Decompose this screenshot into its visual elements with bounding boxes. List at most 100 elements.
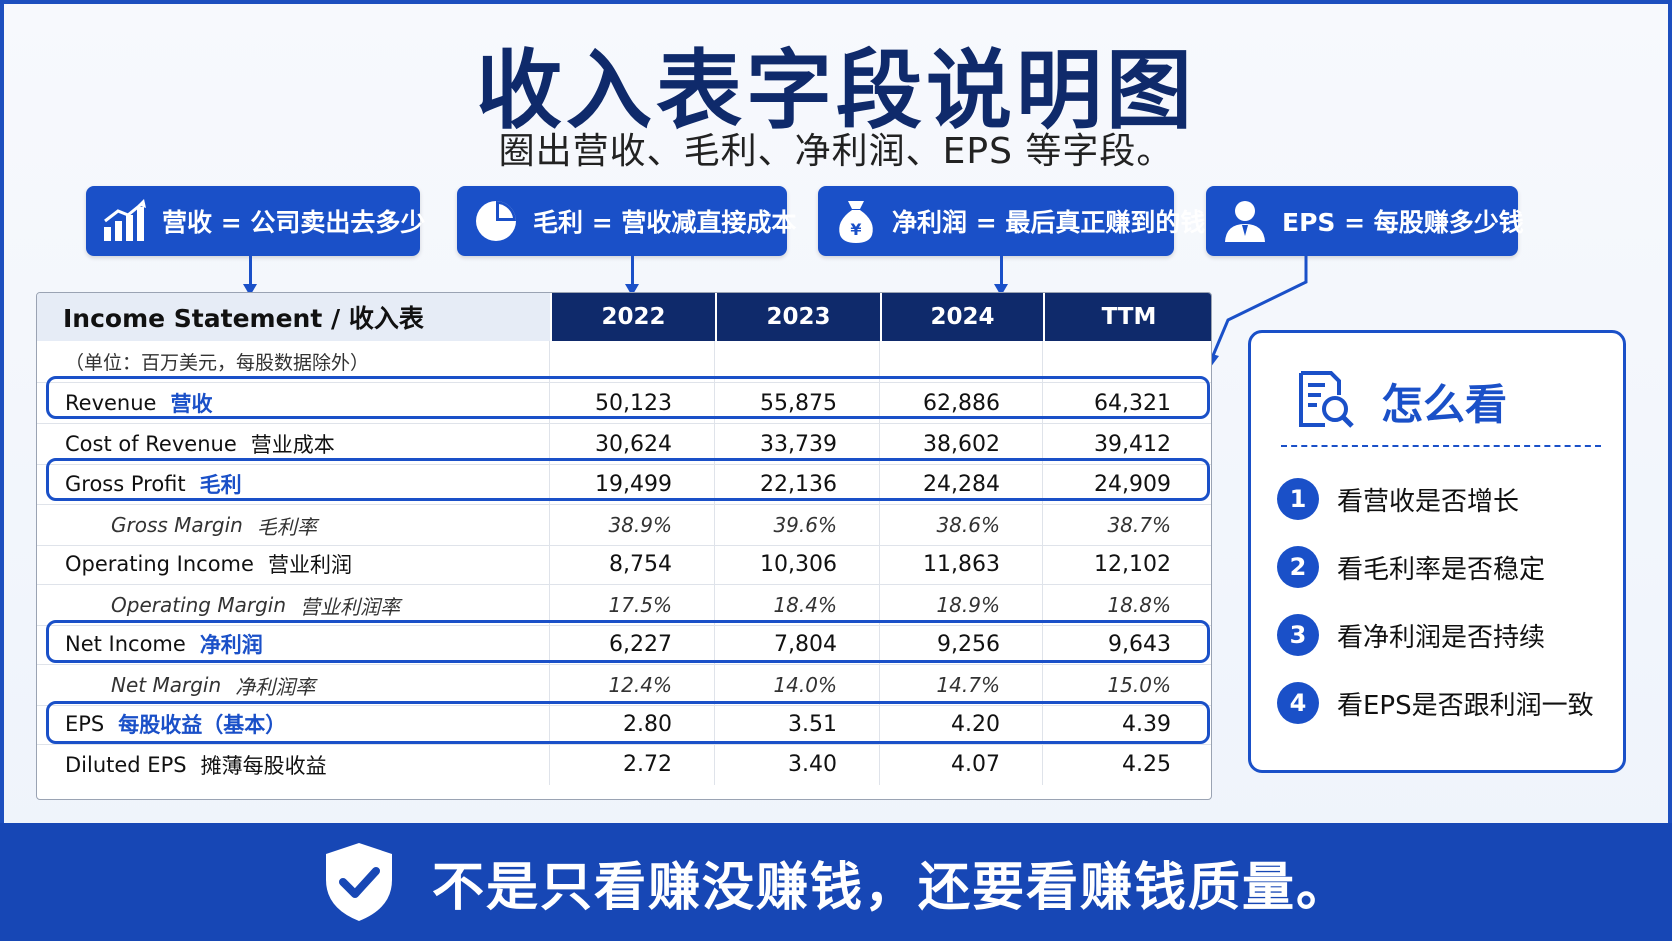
table-row: Operating Income 营业利润 8,754 10,306 11,863 12,… [37, 544, 1211, 585]
callout-net-income-text: 净利润 = 最后真正赚到的钱 [892, 208, 1206, 237]
row-label: Cost of Revenue 营业成本 [37, 424, 550, 464]
table-cell: 8,754 [550, 544, 715, 584]
table-header-title: Income Statement / 收入表 [37, 293, 550, 341]
table-cell: 14.7% [880, 665, 1043, 705]
income-statement-table: Income Statement / 收入表 2022 2023 2024 TT… [36, 292, 1212, 800]
table-cell: 64,321 [1094, 390, 1171, 416]
table-row: Gross Margin 毛利率 38.9% 39.6% 38.6% 38.7% [37, 505, 1211, 546]
unit-note-row: （单位：百万美元，每股数据除外） [37, 341, 1211, 383]
table-cell: 24,284 [880, 464, 1043, 504]
tip-item: 4 看EPS是否跟利润一致 [1277, 682, 1594, 724]
tip-text: 看毛利率是否稳定 [1337, 554, 1546, 585]
table-row: Net Margin 净利润率 12.4% 14.0% 14.7% 15.0% [37, 665, 1211, 706]
table-cell: 4.25 [1122, 752, 1171, 777]
row-label-cn: 毛利率 [256, 514, 317, 539]
table-cell: 3.40 [715, 744, 880, 785]
table-cell: 39.6% [715, 505, 880, 545]
table-row: Gross Profit 毛利 19,499 22,136 24,284 24,909 [37, 464, 1211, 505]
row-label: Net Income 净利润 [37, 624, 550, 664]
callout-revenue-text: 营收 = 公司卖出去多少 [162, 208, 426, 237]
callout-net-income: ¥ 净利润 = 最后真正赚到的钱 [818, 186, 1205, 256]
table-cell: 3.51 [715, 704, 880, 744]
tip-text: 看营收是否增长 [1337, 486, 1520, 517]
table-cell: 2.80 [550, 704, 715, 744]
shield-check-icon [325, 843, 392, 921]
tip-item: 3 看净利润是否持续 [1277, 614, 1545, 656]
row-label-en: Operating Income [65, 552, 254, 576]
table-cell: 38.6% [880, 505, 1043, 545]
bar-chart-icon [102, 196, 148, 246]
table-cell: 30,624 [550, 424, 715, 464]
table-cell: 33,739 [715, 424, 880, 464]
table-cell: 9,256 [880, 624, 1043, 664]
row-label-en: Diluted EPS [65, 752, 187, 777]
table-cell: 38.9% [550, 505, 715, 545]
arrow-revenue [249, 256, 252, 286]
tip-item: 2 看毛利率是否稳定 [1277, 546, 1545, 588]
page-subtitle: 圈出营收、毛利、净利润、EPS 等字段。 [498, 131, 1174, 172]
table-header: Income Statement / 收入表 2022 2023 2024 TT… [37, 293, 1211, 341]
row-label-en: Operating Margin [111, 593, 287, 617]
table-row: Revenue 营收 50,123 55,875 62,886 64,321 [37, 383, 1211, 424]
table-cell: 15.0% [1107, 673, 1171, 697]
table-header-year: 2022 [550, 293, 715, 341]
row-label-en: Gross Margin [111, 513, 243, 537]
table-cell: 62,886 [880, 383, 1043, 423]
banner-text: 不是只看赚没赚钱，还要看赚钱质量。 [431, 857, 1350, 918]
arrow-net-income [1000, 256, 1003, 286]
table-cell: 38,602 [880, 424, 1043, 464]
table-header-year: 2024 [880, 293, 1043, 341]
document-search-icon [1299, 371, 1354, 428]
table-cell: 2.72 [550, 744, 715, 785]
person-icon [1222, 196, 1268, 246]
table-cell: 4.20 [880, 704, 1043, 744]
table-cell: 12.4% [550, 665, 715, 705]
tip-number: 2 [1277, 546, 1319, 588]
panel-title: 怎么看 [1381, 380, 1508, 429]
row-label-en: Net Margin [111, 673, 222, 697]
callout-revenue: 营收 = 公司卖出去多少 [86, 186, 425, 256]
money-bag-icon: ¥ [834, 196, 878, 246]
table-row: Diluted EPS 摊薄每股收益 2.72 3.40 4.07 4.25 [37, 744, 1211, 785]
row-label: Operating Margin 营业利润率 [37, 585, 550, 625]
tip-number: 1 [1277, 478, 1319, 520]
row-label: Gross Margin 毛利率 [37, 505, 550, 545]
row-label: Diluted EPS 摊薄每股收益 [37, 744, 550, 785]
callout-gross-profit: 毛利 = 营收减直接成本 [457, 186, 796, 256]
page-title: 收入表字段说明图 [476, 41, 1196, 141]
callout-eps: EPS = 每股赚多少钱 [1206, 186, 1524, 256]
table-cell: 55,875 [715, 383, 880, 423]
table-cell: 12,102 [1094, 551, 1171, 577]
table-cell: 6,227 [550, 624, 715, 664]
row-label-cn: 营业利润率 [300, 594, 401, 619]
panel-divider [1281, 445, 1601, 447]
table-row: Net Income 净利润 6,227 7,804 9,256 9,643 [37, 624, 1211, 665]
row-label: Net Margin 净利润率 [37, 665, 550, 705]
row-label-en: Gross Profit [65, 472, 186, 496]
table-cell: 22,136 [715, 464, 880, 504]
table-cell: 18.9% [880, 585, 1043, 625]
tip-number: 3 [1277, 614, 1319, 656]
callout-gross-profit-text: 毛利 = 营收减直接成本 [533, 208, 797, 237]
row-label: Gross Profit 毛利 [37, 464, 550, 504]
row-label-cn: 毛利 [199, 473, 242, 497]
row-label-cn: 净利润 [199, 633, 263, 657]
table-cell: 19,499 [550, 464, 715, 504]
table-cell: 38.7% [1107, 513, 1171, 537]
table-cell: 50,123 [550, 383, 715, 423]
callout-eps-text: EPS = 每股赚多少钱 [1282, 208, 1524, 237]
row-label-cn: 摊薄每股收益 [200, 753, 327, 778]
tip-text: 看净利润是否持续 [1337, 622, 1546, 653]
table-cell: 11,863 [880, 544, 1043, 584]
table-cell: 18.4% [715, 585, 880, 625]
row-label-cn: 营业成本 [250, 433, 335, 457]
table-cell: 7,804 [715, 624, 880, 664]
table-cell: 17.5% [550, 585, 715, 625]
unit-note: （单位：百万美元，每股数据除外） [37, 341, 550, 382]
table-cell: 39,412 [1094, 431, 1171, 457]
table-row: Cost of Revenue 营业成本 30,624 33,739 38,602 39,… [37, 424, 1211, 465]
tip-item: 1 看营收是否增长 [1277, 478, 1519, 520]
table-cell: 4.39 [1122, 711, 1171, 737]
table-header-year: TTM [1043, 293, 1211, 341]
how-to-read-panel: 怎么看 1 看营收是否增长 2 看毛利率是否稳定 3 看净利润是否持续 4 看EPS是否… [1248, 330, 1626, 773]
